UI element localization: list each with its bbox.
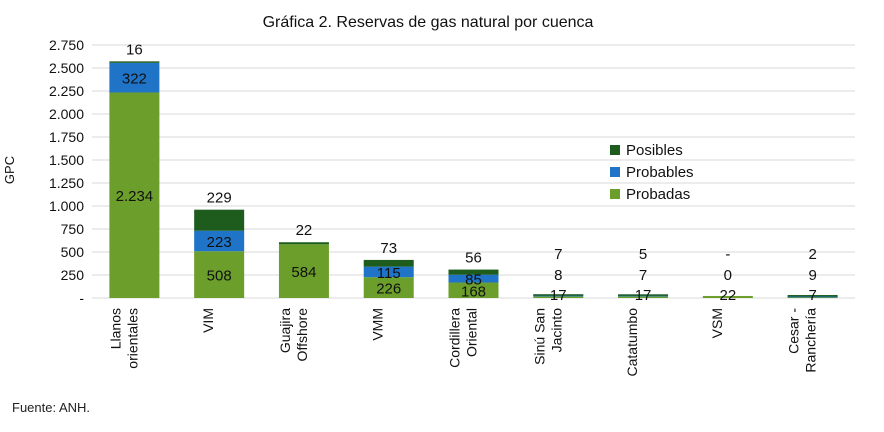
bar-segment-probables <box>448 274 499 283</box>
bar-segment-probadas <box>278 244 329 298</box>
chart-title: Gráfica 2. Reservas de gas natural por c… <box>263 14 594 31</box>
data-label-probadas: 2.234 <box>116 188 154 205</box>
data-label-probadas: 226 <box>376 281 401 298</box>
y-tick-label: 1.500 <box>49 152 84 168</box>
data-label-posibles: 22 <box>296 222 313 239</box>
data-label-posibles: 16 <box>126 41 143 58</box>
bar-segment-posibles <box>533 294 584 296</box>
x-category-label: Cordillera <box>447 308 463 368</box>
data-label-posibles: 56 <box>465 250 482 267</box>
x-category-label: Jacinto <box>548 308 564 353</box>
x-category-label: VIM <box>200 308 216 333</box>
y-tick-label: 500 <box>61 244 85 260</box>
bar-segment-posibles <box>194 209 245 231</box>
bar-segment-probables <box>363 266 414 278</box>
data-label-posibles: 73 <box>380 240 397 257</box>
legend-label: Probables <box>626 164 694 181</box>
data-label-probables: 85 <box>465 272 482 289</box>
data-label-posibles: - <box>725 246 730 263</box>
x-category-label: VMM <box>370 308 386 341</box>
data-label-probadas: 584 <box>291 264 316 281</box>
y-tick-label: 750 <box>61 221 85 237</box>
bar-segment-posibles <box>787 295 838 297</box>
bar-segment-probadas <box>194 251 245 298</box>
y-tick-label: 250 <box>61 267 85 283</box>
x-category-label: Ranchería <box>803 308 819 373</box>
x-category-label: Catatumbo <box>624 308 640 377</box>
bar-segment-posibles <box>109 61 160 63</box>
x-category-label: VSM <box>709 308 725 338</box>
bar-segment-probadas <box>533 296 584 298</box>
x-category-label: Sinú San <box>531 308 547 365</box>
bar-segment-posibles <box>363 259 414 267</box>
legend-label: Probadas <box>626 186 690 203</box>
x-category-label: orientales <box>124 308 140 369</box>
bar-segment-probables <box>194 230 245 252</box>
legend-swatch <box>610 189 620 199</box>
source-note: Fuente: ANH. <box>12 400 91 415</box>
data-label-probadas: 7 <box>808 287 816 304</box>
bar-segment-probables <box>787 295 838 298</box>
x-category-label: Llanos <box>107 308 123 349</box>
data-label-posibles: 229 <box>207 190 232 207</box>
x-category-label: Cesar - <box>786 308 802 354</box>
bar-segment-probables <box>109 62 160 93</box>
x-category-label: Offshore <box>294 308 310 362</box>
bar-segment-posibles <box>618 294 669 296</box>
y-tick-label: 2.500 <box>49 60 84 76</box>
legend-label: Posibles <box>626 142 683 159</box>
y-tick-label: 1.250 <box>49 175 84 191</box>
y-tick-label: 1.750 <box>49 129 84 145</box>
bar-segment-probadas <box>363 277 414 298</box>
data-label-probadas: 168 <box>461 283 486 300</box>
data-label-probables: 7 <box>639 267 647 284</box>
data-label-probadas: 508 <box>207 268 232 285</box>
data-label-probables: 223 <box>207 234 232 251</box>
bar-segment-posibles <box>278 242 329 245</box>
x-category-label: Guajira <box>277 308 293 353</box>
y-tick-label: 2.750 <box>49 37 84 53</box>
bar-segment-probadas <box>618 296 669 298</box>
y-tick-label: - <box>79 290 84 306</box>
y-tick-label: 2.250 <box>49 83 84 99</box>
data-label-probables: 8 <box>554 267 562 284</box>
data-label-probadas: 17 <box>635 287 652 304</box>
bar-segment-probadas <box>109 92 160 298</box>
data-label-probables: 115 <box>377 265 401 282</box>
bar-segment-posibles <box>448 269 499 275</box>
y-tick-label: 2.000 <box>49 106 84 122</box>
y-axis-label: GPC <box>2 156 17 184</box>
data-label-probables: 0 <box>724 267 732 284</box>
bar-segment-probadas <box>702 295 753 298</box>
data-label-posibles: 7 <box>554 246 562 263</box>
data-label-posibles: 5 <box>639 246 647 263</box>
data-label-probables: 9 <box>808 267 816 284</box>
data-label-posibles: 2 <box>808 246 816 263</box>
legend-swatch <box>610 167 620 177</box>
data-label-probadas: 22 <box>719 287 736 304</box>
data-label-probables: 322 <box>122 71 147 88</box>
data-label-probadas: 17 <box>550 287 567 304</box>
bar-segment-probadas <box>448 282 499 298</box>
legend-swatch <box>610 145 620 155</box>
x-category-label: Oriental <box>464 308 480 357</box>
y-tick-label: 1.000 <box>49 198 84 214</box>
